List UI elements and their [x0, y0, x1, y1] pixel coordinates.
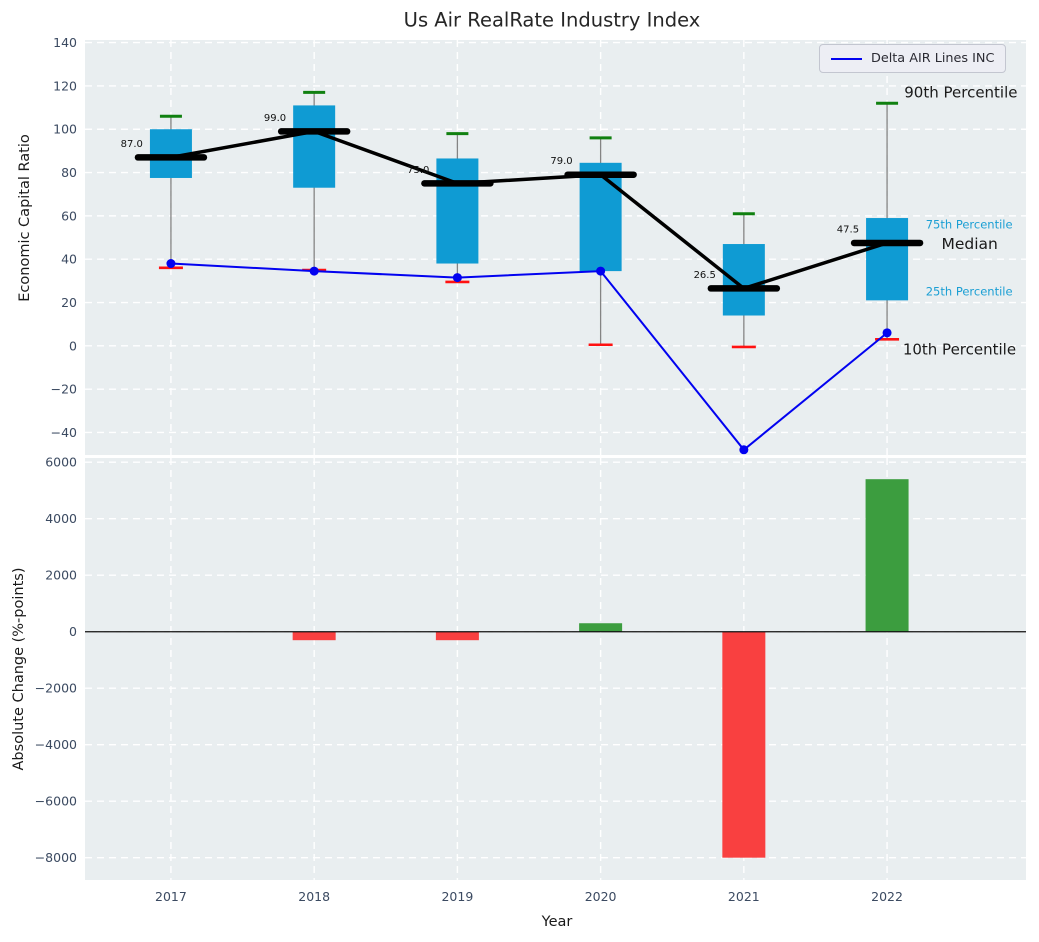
legend: Delta AIR Lines INC	[819, 44, 1007, 73]
legend-label: Delta AIR Lines INC	[871, 51, 995, 66]
y-tick-label-top: 100	[53, 122, 77, 137]
annotation-90th-percentile: 90th Percentile	[904, 83, 1017, 101]
median-value-label-2017: 87.0	[121, 139, 143, 150]
y-tick-label-top: 0	[69, 338, 77, 353]
x-tick-label: 2017	[155, 889, 187, 904]
y-tick-label-top: −20	[51, 382, 77, 397]
y-tick-label-bottom: 2000	[45, 568, 77, 583]
y-tick-label-top: 120	[53, 78, 77, 93]
annotation-10th-percentile: 10th Percentile	[903, 341, 1016, 359]
y-tick-label-bottom: 4000	[45, 511, 77, 526]
x-tick-label: 2021	[728, 889, 760, 904]
annotation-75th-percentile: 75th Percentile	[926, 218, 1013, 232]
top-y-axis-label: Economic Capital Ratio	[17, 134, 33, 302]
x-tick-label: 2019	[441, 889, 473, 904]
delta-series-point-2018	[309, 266, 319, 276]
iqr-box-2021	[722, 244, 765, 316]
x-tick-label: 2022	[871, 889, 903, 904]
annotation-25th-percentile: 25th Percentile	[926, 285, 1013, 299]
delta-series-point-2022	[882, 328, 892, 338]
y-tick-label-top: −40	[51, 425, 77, 440]
delta-series-point-2019	[452, 273, 462, 283]
annotation-median: Median	[941, 235, 997, 253]
delta-series-point-2020	[596, 266, 606, 276]
x-tick-label: 2018	[298, 889, 330, 904]
delta-series-point-2017	[166, 259, 176, 269]
median-value-label-2018: 99.0	[264, 113, 286, 124]
change-bar-2018	[292, 631, 336, 641]
y-tick-label-bottom: 6000	[45, 455, 77, 470]
median-value-label-2019: 75.0	[407, 165, 429, 176]
change-bar-2020	[579, 623, 623, 632]
iqr-box-2022	[866, 218, 909, 301]
delta-series-line	[170, 262, 888, 452]
y-tick-label-top: 80	[61, 165, 77, 180]
x-axis-label: Year	[541, 914, 573, 930]
change-bar-2022	[865, 479, 909, 632]
y-tick-label-top: 40	[61, 252, 77, 267]
iqr-box-2018	[293, 105, 336, 188]
iqr-box-2019	[436, 158, 479, 264]
median-value-label-2022: 47.5	[837, 224, 859, 235]
y-tick-label-top: 20	[61, 295, 77, 310]
y-tick-label-bottom: 0	[69, 624, 77, 639]
change-bar-2021	[722, 631, 766, 858]
y-tick-label-bottom: −8000	[35, 850, 77, 865]
median-value-label-2020: 79.0	[550, 156, 572, 167]
y-tick-label-top: 140	[53, 35, 77, 50]
chart-title: Us Air RealRate Industry Index	[403, 8, 701, 32]
bottom-y-axis-label: Absolute Change (%-points)	[11, 567, 27, 771]
median-trend-line	[170, 129, 888, 291]
y-tick-label-bottom: −4000	[35, 737, 77, 752]
y-tick-label-bottom: −2000	[35, 681, 77, 696]
median-value-label-2021: 26.5	[694, 270, 716, 281]
y-tick-label-top: 60	[61, 208, 77, 223]
delta-series-point-2021	[739, 445, 749, 455]
x-tick-label: 2020	[585, 889, 617, 904]
legend-line-sample-icon	[831, 57, 862, 60]
change-bar-2019	[435, 631, 479, 641]
y-tick-label-bottom: −6000	[35, 794, 77, 809]
iqr-box-2020	[579, 162, 622, 272]
